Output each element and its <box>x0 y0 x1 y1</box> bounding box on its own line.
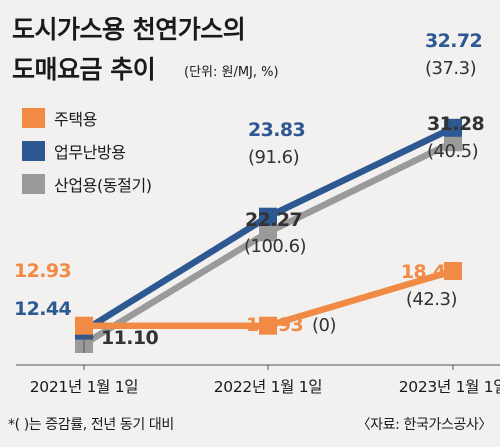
x-tick-label: 2022년 1월 1일 <box>214 378 323 396</box>
data-label-residential: 12.93 <box>14 260 71 282</box>
footnote: *( )는 증감률, 전년 동기 대비 <box>8 417 174 433</box>
change-label-business_heating: (37.3) <box>425 58 476 79</box>
change-label-business_heating: (91.6) <box>248 147 299 168</box>
data-point-business_heating <box>444 118 462 137</box>
legend: 주택용 업무난방용 산업용(동절기) <box>22 108 152 195</box>
change-label-residential: (0) <box>312 315 336 336</box>
legend-swatch-industrial <box>22 174 45 194</box>
unit-label: (단위: 원/MJ, %) <box>184 65 279 80</box>
source-note: 〈자료: 한국가스공사〉 <box>357 417 492 433</box>
data-label-industrial: 31.28 <box>427 113 484 135</box>
data-point-business_heating <box>259 207 277 226</box>
change-label-industrial: (40.5) <box>427 141 478 162</box>
data-label-business_heating: 23.83 <box>248 119 305 141</box>
data-label-industrial: 11.10 <box>101 327 158 349</box>
data-point-industrial <box>259 223 277 242</box>
data-label-business_heating: 12.44 <box>14 298 71 320</box>
legend-label-business-heating: 업무난방용 <box>54 143 126 162</box>
legend-swatch-business-heating <box>22 141 45 161</box>
data-point-industrial <box>444 133 462 152</box>
data-point-residential <box>75 316 93 335</box>
data-label-industrial: 22.27 <box>245 209 302 231</box>
chart-title-line2: 도매요금 추이 <box>12 55 155 84</box>
data-point-residential <box>259 316 277 335</box>
legend-label-residential: 주택용 <box>54 110 97 129</box>
change-label-industrial: (100.6) <box>244 236 306 257</box>
data-label-residential: 18.40 <box>401 261 458 283</box>
data-label-business_heating: 32.72 <box>425 30 482 52</box>
chart-marks: 2021년 1월 1일 2022년 1월 1일 2023년 1월 1일 12.93 12… <box>14 30 500 396</box>
chart-title-line1: 도시가스용 천연가스의 <box>12 15 245 44</box>
x-tick-label: 2021년 1월 1일 <box>30 378 139 396</box>
legend-label-industrial: 산업용(동절기) <box>54 176 152 195</box>
data-label-residential: 12.93 <box>246 314 303 336</box>
x-tick-label: 2023년 1월 1일 <box>399 378 500 396</box>
data-point-residential <box>444 262 462 280</box>
change-label-residential: (42.3) <box>406 289 457 310</box>
legend-swatch-residential <box>22 108 45 128</box>
